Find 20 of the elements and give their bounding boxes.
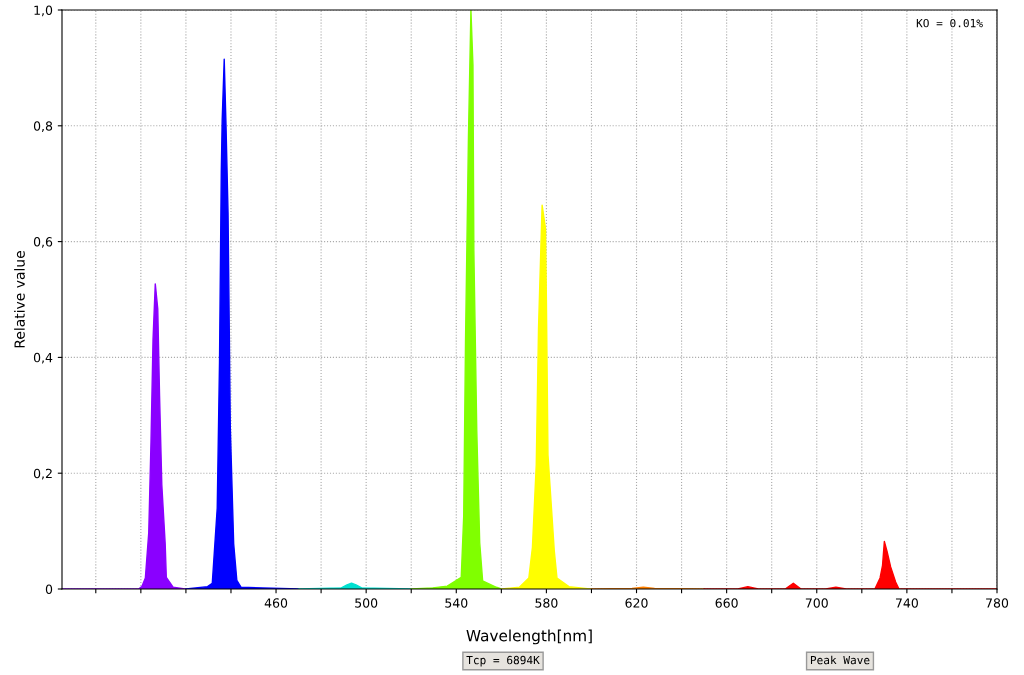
annotation: KO = 0.01% — [916, 18, 983, 28]
y-tick-label: 0,6 — [33, 237, 53, 248]
x-tick-label: 580 — [535, 598, 558, 608]
x-tick-label: 620 — [625, 598, 648, 608]
text: Tcp = 6894K — [466, 655, 540, 667]
x-tick-label: 460 — [264, 598, 288, 608]
y-tick-label: 0,2 — [33, 468, 52, 480]
y-tick-label: 1,0 — [34, 5, 53, 17]
x-axis-title: Wavelength[nm] — [466, 629, 592, 645]
y-axis-title: Relative value — [14, 251, 25, 348]
x-tick-label: 540 — [445, 598, 468, 608]
y-tick-label: 0 — [45, 584, 53, 594]
x-tick-label: 500 — [355, 598, 378, 608]
x-tick-label: 780 — [986, 598, 1009, 608]
x-tick-label: 740 — [895, 598, 918, 608]
text: Peak Wave — [810, 655, 870, 665]
y-tick-label: 0,4 — [33, 352, 53, 364]
y-tick-label: 0,8 — [33, 121, 53, 132]
x-tick-label: 660 — [715, 598, 738, 608]
x-tick-label: 700 — [805, 598, 828, 608]
